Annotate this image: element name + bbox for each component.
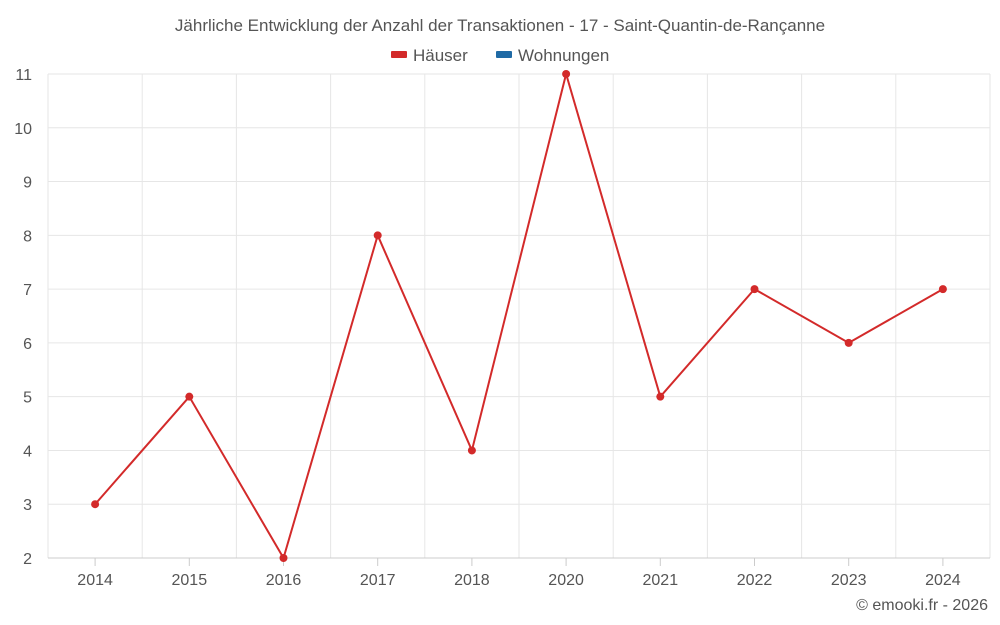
- data-point[interactable]: [562, 70, 571, 78]
- x-tick-label: 2021: [643, 572, 679, 589]
- legend-label: Wohnungen: [518, 46, 609, 65]
- x-tick-label: 2017: [360, 572, 396, 589]
- grid-lines: [47, 73, 991, 559]
- y-tick-label: 4: [23, 443, 32, 460]
- x-tick-label: 2024: [925, 572, 961, 589]
- x-tick-label: 2020: [548, 572, 584, 589]
- y-tick-label: 9: [23, 175, 32, 192]
- legend: Häuser Wohnungen: [391, 46, 609, 65]
- y-tick-label: 11: [15, 67, 32, 84]
- y-axis: 2 3 4 5 6 7 8 9 10 11: [14, 67, 32, 568]
- data-point[interactable]: [750, 285, 759, 294]
- y-tick-label: 6: [23, 336, 32, 353]
- y-tick-label: 5: [23, 390, 32, 407]
- data-point[interactable]: [279, 554, 288, 562]
- chart-title: Jährliche Entwicklung der Anzahl der Tra…: [175, 16, 825, 35]
- legend-item-häuser[interactable]: Häuser: [391, 46, 468, 65]
- y-tick-label: 10: [14, 121, 32, 138]
- x-tick-label: 2016: [266, 572, 302, 589]
- x-tick-label: 2015: [172, 572, 208, 589]
- legend-label: Häuser: [413, 46, 468, 65]
- legend-item-wohnungen[interactable]: Wohnungen: [496, 46, 609, 65]
- x-tick-label: 2018: [454, 572, 490, 589]
- legend-swatch: [496, 51, 512, 58]
- data-point[interactable]: [656, 392, 665, 401]
- x-axis: 2014 2015 2016 2017 2018 2020 2021 2022 2023 2024: [48, 557, 990, 589]
- series-group: [91, 70, 947, 562]
- data-point[interactable]: [938, 285, 947, 294]
- data-point[interactable]: [844, 338, 853, 347]
- data-point[interactable]: [373, 231, 382, 240]
- data-point[interactable]: [467, 446, 476, 455]
- y-tick-label: 8: [23, 228, 32, 245]
- credit-text: © emooki.fr - 2026: [856, 597, 988, 614]
- series-line-häuser: [94, 70, 944, 561]
- x-tick-label: 2022: [737, 572, 773, 589]
- y-tick-label: 2: [23, 551, 32, 568]
- y-tick-label: 3: [23, 497, 32, 514]
- y-tick-label: 7: [23, 282, 32, 299]
- data-point[interactable]: [185, 392, 194, 401]
- x-tick-label: 2023: [831, 572, 867, 589]
- legend-swatch: [391, 51, 407, 58]
- data-point[interactable]: [91, 500, 100, 509]
- x-tick-label: 2014: [77, 572, 113, 589]
